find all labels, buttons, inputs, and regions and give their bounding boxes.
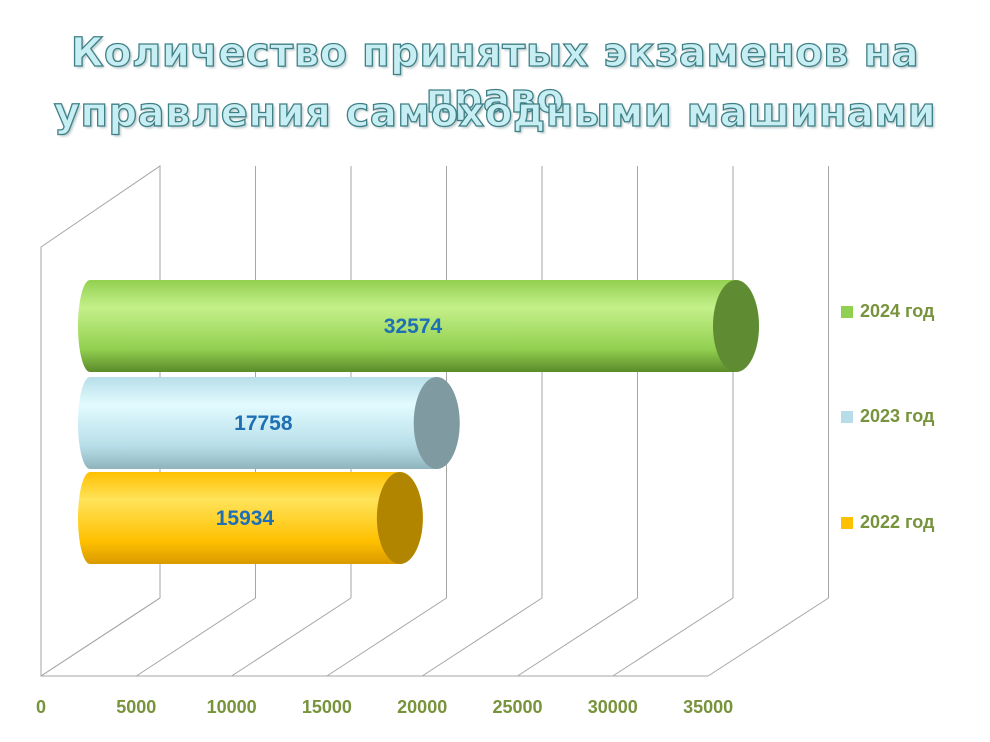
floor-gridline (136, 597, 256, 677)
bar-value-label: 17758 (234, 412, 293, 435)
legend-item: 2022 год (841, 512, 935, 532)
floor-gridline (326, 597, 447, 677)
x-tick-label: 20000 (397, 697, 447, 717)
x-tick-label: 10000 (207, 697, 257, 717)
bar-end-cap (713, 280, 759, 372)
chart-title-line-2: управления самоходными машинами (53, 89, 937, 136)
chart-bars: 32574 17758 15934 (78, 280, 759, 564)
bar-end-cap (376, 472, 423, 564)
floor-gridline (421, 597, 543, 677)
legend-label: 2022 год (860, 512, 935, 532)
bar-cylinder: 17758 (78, 377, 460, 469)
x-tick-label: 30000 (588, 697, 638, 717)
legend-label: 2024 год (860, 301, 935, 321)
legend-swatch (841, 517, 853, 529)
x-tick-label: 15000 (302, 697, 352, 717)
floor-gridline (40, 597, 161, 677)
x-tick-label: 25000 (492, 697, 542, 717)
x-tick-label: 0 (36, 697, 46, 717)
bar-cylinder: 32574 (78, 280, 759, 372)
legend-swatch (841, 411, 853, 423)
chart-legend: 2024 год 2023 год 2022 год (841, 301, 935, 532)
bar-end-cap (413, 377, 460, 469)
bar-value-label: 32574 (384, 315, 443, 338)
x-tick-label: 35000 (683, 697, 733, 717)
legend-item: 2024 год (841, 301, 935, 321)
legend-swatch (841, 306, 853, 318)
floor-gridline (612, 597, 734, 677)
bar-body (78, 472, 423, 564)
legend-item: 2023 год (841, 406, 935, 426)
bar-body (78, 377, 460, 469)
chart-title-line-1: Количество принятых экзаменов на право (70, 29, 920, 122)
legend-label: 2023 год (860, 406, 935, 426)
floor-gridline (707, 597, 829, 677)
bar-cylinder: 15934 (78, 472, 423, 564)
bar-body (78, 280, 759, 372)
floor-gridline (231, 597, 352, 677)
floor-gridline (517, 597, 638, 677)
x-axis-ticks: 0 5000 10000 15000 20000 25000 30000 35000 (36, 697, 733, 717)
bar-value-label: 15934 (216, 507, 275, 530)
x-tick-label: 5000 (116, 697, 156, 717)
